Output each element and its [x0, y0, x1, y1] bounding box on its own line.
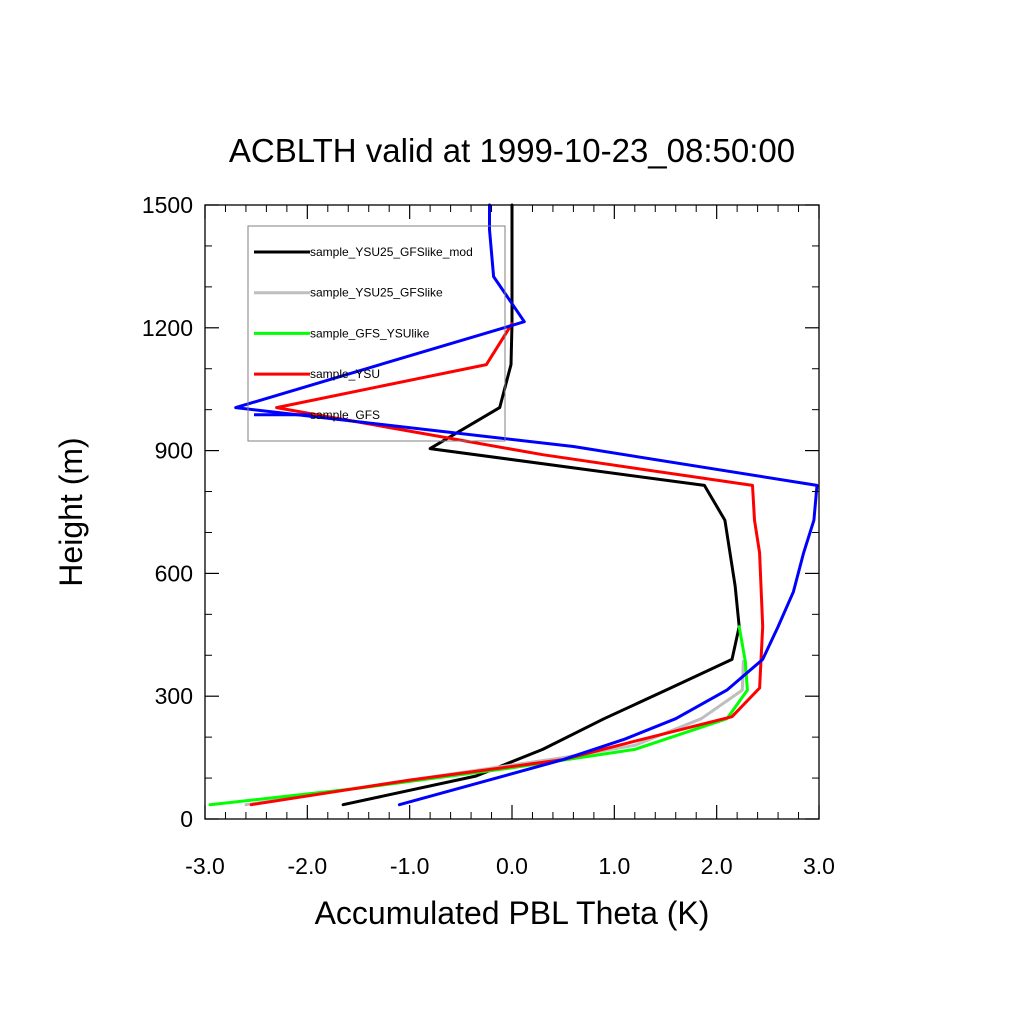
- y-tick-label: 300: [155, 683, 193, 709]
- legend: sample_YSU25_GFSlike_mod sample_YSU25_GFS…: [247, 225, 506, 442]
- x-tick-label: 2.0: [701, 853, 733, 879]
- axis-ticks: -3.0 -2.0 -1.0 0.0 1.0 2.0 3.0 0 300 600 900 1200 15…: [142, 192, 835, 879]
- x-tick-label: 1.0: [598, 853, 630, 879]
- series-line-2: [208, 625, 749, 807]
- x-tick-label: 0.0: [496, 853, 528, 879]
- x-tick-label: -2.0: [288, 853, 328, 879]
- chart-title: ACBLTH valid at 1999-10-23_08:50:00: [229, 132, 795, 169]
- legend-box: [247, 225, 506, 442]
- x-axis-label: Accumulated PBL Theta (K): [315, 895, 710, 931]
- legend-label-2: sample_GFS_YSUlike: [310, 326, 430, 340]
- legend-label-1: sample_YSU25_GFSlike: [310, 286, 443, 300]
- legend-label-0: sample_YSU25_GFSlike_mod: [310, 245, 473, 259]
- y-tick-label: 600: [155, 560, 193, 586]
- series-layer: [208, 203, 819, 807]
- y-axis-label: Height (m): [53, 437, 89, 586]
- legend-label-4: sample_GFS: [310, 408, 380, 422]
- series-line-4: [234, 203, 819, 807]
- y-tick-label: 1500: [142, 192, 193, 218]
- legend-label-3: sample_YSU: [310, 367, 380, 381]
- x-tick-label: -3.0: [185, 853, 225, 879]
- y-tick-label: 900: [155, 438, 193, 464]
- x-tick-label: 3.0: [803, 853, 835, 879]
- y-tick-label: 0: [180, 806, 193, 832]
- y-tick-label: 1200: [142, 315, 193, 341]
- series-line-0: [341, 203, 741, 807]
- x-tick-label: -1.0: [390, 853, 430, 879]
